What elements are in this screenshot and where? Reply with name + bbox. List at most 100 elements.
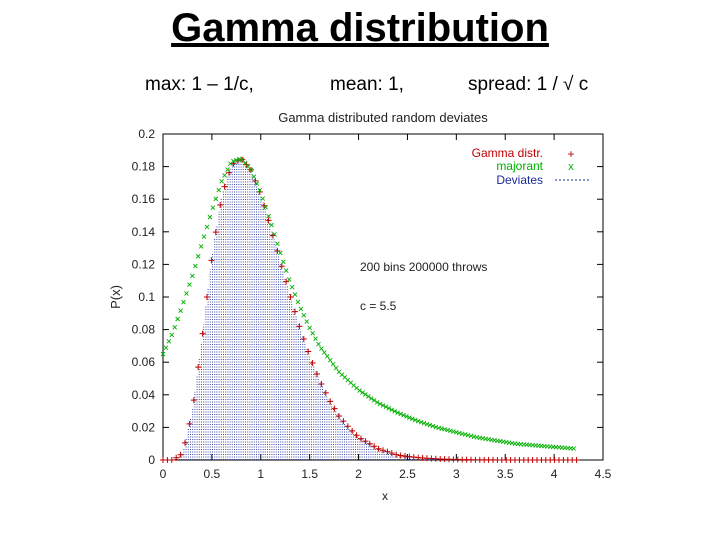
annotation-c: c = 5.5 — [360, 299, 397, 313]
subtitle-spread: spread: 1 / √ c — [468, 74, 589, 95]
majorant-point — [427, 422, 433, 428]
majorant-point — [219, 178, 224, 184]
majorant-point — [175, 316, 180, 322]
majorant-point — [410, 416, 415, 422]
gamma-point — [314, 371, 320, 378]
majorant-point — [430, 423, 436, 429]
majorant-point — [254, 181, 260, 186]
majorant-point — [280, 259, 286, 265]
subtitle-mean: mean: 1, — [330, 74, 404, 95]
gamma-point — [331, 405, 338, 412]
x-tick-label: 3.5 — [497, 467, 514, 481]
majorant-point — [307, 325, 312, 331]
majorant-point — [275, 241, 280, 247]
majorant-point — [187, 282, 192, 287]
gamma-point — [393, 451, 400, 458]
majorant-point — [316, 341, 321, 347]
legend: Gamma distr. + majorant x Deviates — [472, 146, 590, 187]
gamma-point — [212, 229, 219, 236]
majorant-point — [201, 234, 207, 240]
majorant-point — [283, 268, 289, 273]
y-tick-label: 0.02 — [132, 420, 156, 434]
majorant-point — [421, 420, 427, 426]
majorant-point — [313, 336, 318, 342]
gamma-point — [182, 439, 188, 446]
majorant-point — [278, 250, 283, 256]
majorant-point — [257, 188, 263, 193]
majorant-point — [298, 306, 304, 312]
legend-marker-gamma: + — [567, 147, 574, 161]
gamma-point — [283, 278, 290, 285]
majorant-point — [357, 388, 362, 393]
majorant-point — [368, 396, 374, 401]
gamma-point — [318, 381, 325, 388]
gamma-point — [344, 423, 351, 430]
majorant-point — [198, 244, 204, 249]
gamma-point — [406, 453, 413, 460]
gamma-point — [573, 457, 580, 463]
x-tick-label: 1 — [257, 467, 264, 481]
majorant-point — [383, 404, 389, 410]
majorant-point — [210, 205, 216, 210]
majorant-point — [301, 312, 307, 318]
gamma-point — [366, 440, 373, 447]
majorant-point — [401, 412, 406, 418]
gamma-point — [217, 201, 224, 208]
gamma-point — [274, 247, 281, 254]
majorant-point — [415, 418, 421, 424]
majorant-point — [327, 357, 333, 363]
gamma-point — [168, 457, 175, 463]
gamma-point — [327, 398, 334, 405]
series-majorant — [160, 156, 576, 451]
x-tick-label: 4.5 — [595, 467, 612, 481]
gamma-point — [380, 447, 386, 454]
gamma-point — [322, 389, 329, 396]
majorant-point — [263, 205, 268, 210]
majorant-point — [225, 167, 230, 172]
y-tick-label: 0.2 — [138, 127, 155, 141]
majorant-point — [418, 419, 424, 425]
gamma-point — [384, 448, 391, 455]
legend-label-majorant: majorant — [496, 159, 543, 173]
majorant-point — [231, 158, 236, 164]
y-tick-label: 0 — [148, 453, 155, 467]
y-axis-ticks: 0 0.02 0.04 0.06 0.08 0.1 0.12 0.14 0.16 0.18 0.2 — [132, 127, 603, 467]
majorant-point — [412, 417, 418, 423]
majorant-point — [407, 415, 412, 420]
gamma-point — [204, 294, 210, 300]
gamma-point — [292, 308, 298, 315]
x-tick-label: 0 — [160, 467, 167, 481]
x-axis-label: x — [382, 489, 388, 503]
gamma-point — [252, 177, 259, 184]
majorant-point — [360, 390, 365, 395]
y-tick-label: 0.16 — [132, 192, 156, 206]
gamma-point — [309, 360, 316, 367]
y-tick-label: 0.04 — [132, 388, 156, 402]
majorant-point — [181, 299, 186, 305]
gamma-point — [300, 336, 307, 343]
gamma-point — [349, 427, 356, 434]
majorant-point — [178, 308, 183, 314]
majorant-point — [169, 332, 175, 338]
majorant-point — [172, 324, 178, 330]
majorant-point — [363, 392, 368, 397]
slide-title: Gamma distribution — [171, 6, 549, 50]
gamma-point — [358, 435, 364, 442]
majorant-point — [234, 157, 239, 163]
x-tick-label: 2.5 — [399, 467, 416, 481]
gamma-point — [340, 418, 347, 425]
majorant-point — [204, 224, 210, 230]
gamma-point — [195, 364, 202, 371]
majorant-point — [392, 408, 398, 414]
majorant-point — [295, 299, 301, 305]
majorant-point — [292, 292, 298, 297]
gamma-point — [186, 420, 193, 427]
x-tick-label: 0.5 — [204, 467, 221, 481]
gamma-point — [305, 348, 312, 355]
deviates-histogram — [174, 158, 451, 460]
gamma-point — [287, 294, 294, 300]
majorant-point — [571, 446, 576, 451]
y-axis-label: P(x) — [108, 285, 123, 309]
majorant-point — [266, 213, 271, 219]
gamma-point — [190, 397, 197, 404]
